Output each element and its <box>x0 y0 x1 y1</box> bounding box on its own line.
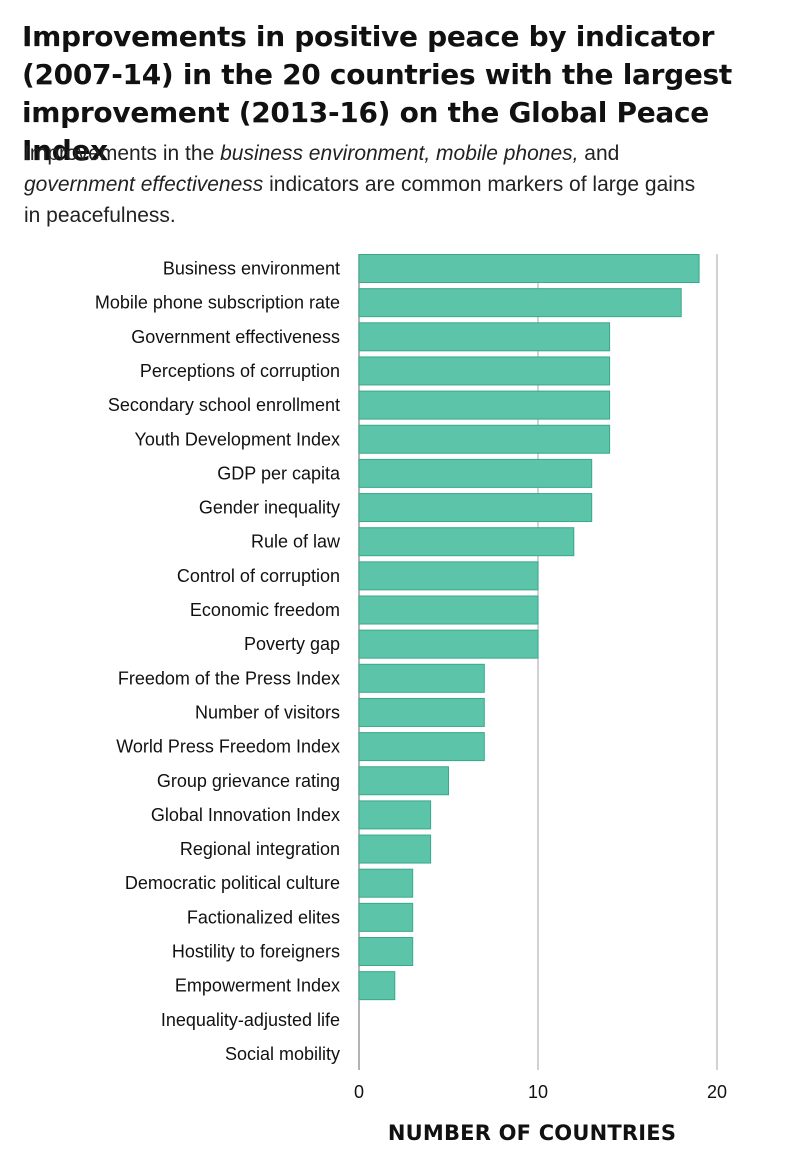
x-tick-label: 20 <box>707 1082 727 1102</box>
bar <box>358 629 539 659</box>
category-label: Economic freedom <box>190 600 340 620</box>
bar <box>358 561 539 591</box>
bar <box>358 458 593 488</box>
bar <box>358 493 593 523</box>
category-label: Group grievance rating <box>157 771 340 791</box>
bar <box>358 254 700 283</box>
x-tick-label: 10 <box>528 1082 548 1102</box>
bar <box>358 868 414 898</box>
bar <box>358 971 396 1001</box>
category-label: Mobile phone subscription rate <box>95 293 340 313</box>
bar <box>358 595 539 625</box>
category-label: Secondary school enrollment <box>108 395 340 415</box>
chart-title: Improvements in positive peace by indica… <box>22 20 732 167</box>
category-label: Business environment <box>163 259 340 279</box>
subtitle-text: indicators are common markers of large g… <box>24 173 696 227</box>
bar <box>358 322 611 352</box>
category-label: Control of corruption <box>177 566 340 586</box>
chart-subtitle: Improvements in the business environment… <box>24 138 714 231</box>
bar <box>358 288 682 318</box>
bar <box>358 937 414 966</box>
subtitle-text: and <box>578 142 620 165</box>
category-label: Government effectiveness <box>131 327 340 347</box>
bar <box>358 902 414 932</box>
category-label: Social mobility <box>225 1044 340 1064</box>
subtitle-emphasis: government effectiveness <box>24 173 264 196</box>
category-label: Empowerment Index <box>175 976 340 996</box>
category-label: Freedom of the Press Index <box>118 668 340 688</box>
category-label: Perceptions of corruption <box>140 361 340 381</box>
bar <box>358 800 432 830</box>
bar <box>358 356 611 386</box>
bar <box>358 663 485 693</box>
category-label: Rule of law <box>251 532 341 552</box>
bar <box>358 766 449 796</box>
bar <box>358 697 485 727</box>
category-label: Regional integration <box>180 839 340 859</box>
bar <box>358 834 432 864</box>
x-axis-title: NUMBER OF COUNTRIES <box>388 1121 676 1145</box>
category-label: GDP per capita <box>217 463 341 483</box>
bar <box>358 732 485 762</box>
bar <box>358 527 575 557</box>
category-label: Hostility to foreigners <box>172 942 340 962</box>
category-label: Poverty gap <box>244 634 340 654</box>
category-label: Factionalized elites <box>187 907 340 927</box>
category-label: Gender inequality <box>199 498 340 518</box>
category-label: Democratic political culture <box>125 873 340 893</box>
x-tick-label: 0 <box>354 1082 364 1102</box>
subtitle-text: Improvements in the <box>24 142 221 165</box>
category-label: World Press Freedom Index <box>116 737 340 757</box>
category-label: Inequality-adjusted life <box>161 1010 340 1030</box>
subtitle-emphasis: business environment, mobile phones, <box>220 142 579 165</box>
category-label: Youth Development Index <box>135 429 340 449</box>
category-label: Global Innovation Index <box>151 805 340 825</box>
category-label: Number of visitors <box>195 702 340 722</box>
bar <box>358 424 611 454</box>
bar <box>358 390 611 420</box>
